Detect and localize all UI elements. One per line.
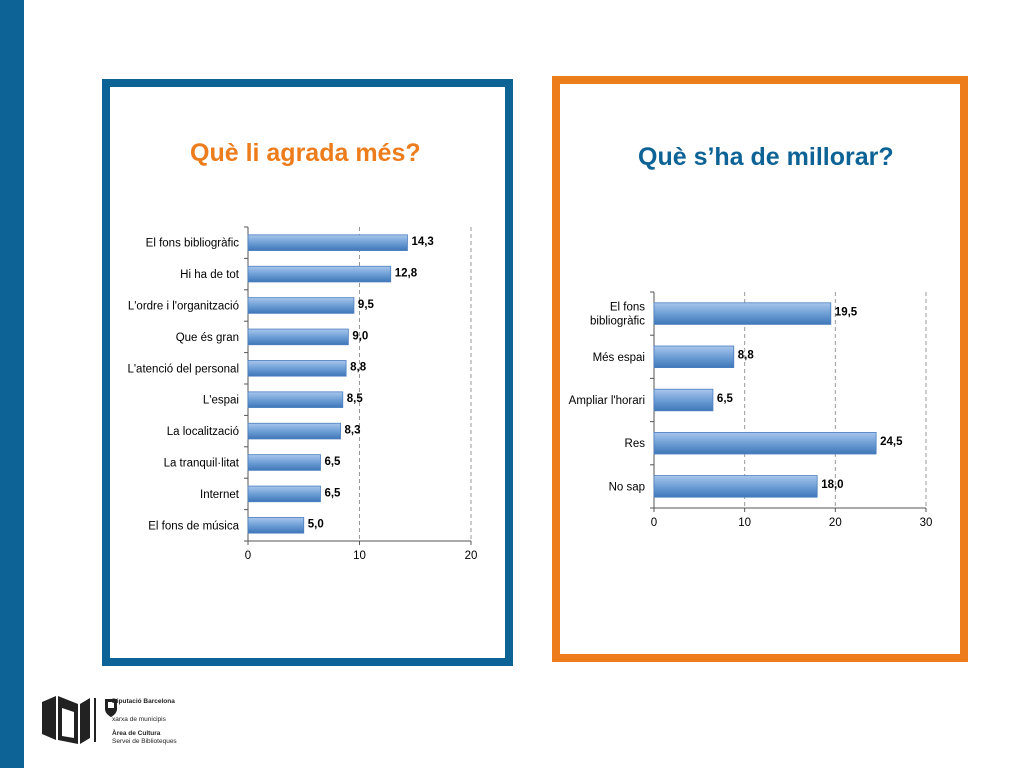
data-label: 6,5 bbox=[324, 456, 341, 468]
category-label: L'ordre i l'organització bbox=[128, 301, 239, 313]
data-label: 6,5 bbox=[324, 487, 341, 499]
data-label: 5,0 bbox=[308, 519, 324, 531]
diputacio-crest-icon bbox=[105, 699, 117, 717]
x-tick-label: 10 bbox=[353, 550, 366, 562]
bar bbox=[653, 345, 735, 369]
data-label: 12,8 bbox=[395, 268, 418, 280]
bar bbox=[247, 454, 321, 471]
category-label: bibliogràfic bbox=[590, 316, 645, 328]
bar bbox=[653, 431, 877, 455]
bar bbox=[247, 360, 347, 377]
data-label: 8,5 bbox=[347, 393, 364, 405]
category-label: El fons de música bbox=[148, 520, 239, 532]
data-label: 9,5 bbox=[358, 299, 375, 311]
category-label: La localització bbox=[167, 426, 239, 438]
x-tick-label: 0 bbox=[245, 550, 251, 562]
category-label: Hi ha de tot bbox=[180, 269, 240, 281]
data-label: 14,3 bbox=[411, 236, 433, 248]
category-label: Res bbox=[625, 438, 646, 450]
biblioteques-logo-icon bbox=[42, 696, 96, 744]
bar bbox=[247, 265, 392, 283]
footer-logos: Diputació Barcelona xarxa de municipis À… bbox=[42, 694, 202, 749]
bar bbox=[247, 328, 349, 346]
category-label: La tranquil·litat bbox=[164, 458, 240, 470]
bar bbox=[247, 234, 408, 251]
data-label: 18,0 bbox=[821, 479, 843, 491]
chart-title-improve: Què s’ha de millorar? bbox=[638, 143, 894, 171]
category-label: Internet bbox=[200, 489, 240, 501]
category-label: L'atenció del personal bbox=[127, 363, 239, 375]
diputacio-sub: xarxa de municipis bbox=[112, 716, 166, 723]
x-tick-label: 10 bbox=[738, 517, 751, 529]
bar bbox=[247, 485, 321, 503]
category-label: Ampliar l'horari bbox=[569, 395, 645, 407]
data-label: 6,5 bbox=[717, 393, 734, 405]
diputacio-name: Diputació Barcelona bbox=[112, 698, 175, 705]
category-label: Que és gran bbox=[176, 332, 239, 344]
chart-title-likes: Què li agrada més? bbox=[190, 139, 421, 167]
data-label: 8,8 bbox=[350, 362, 367, 374]
x-tick-label: 20 bbox=[465, 550, 478, 562]
bar bbox=[247, 391, 344, 408]
area-sub: Servei de Biblioteques bbox=[112, 738, 177, 745]
data-label: 24,5 bbox=[880, 436, 903, 448]
bar bbox=[653, 302, 832, 325]
data-label: 9,0 bbox=[352, 330, 368, 342]
data-label: 19,5 bbox=[835, 306, 858, 318]
left-brand-band bbox=[0, 0, 24, 768]
x-tick-label: 30 bbox=[920, 517, 933, 529]
x-tick-label: 0 bbox=[651, 517, 657, 529]
category-label: El fons bbox=[610, 302, 645, 314]
area-title: Àrea de Cultura bbox=[112, 730, 161, 737]
data-label: 8,3 bbox=[345, 425, 361, 437]
bar bbox=[247, 422, 341, 440]
category-label: El fons bibliogràfic bbox=[146, 238, 240, 250]
x-tick-label: 20 bbox=[829, 517, 842, 529]
category-label: L'espai bbox=[203, 395, 239, 407]
bar bbox=[653, 388, 714, 412]
bar bbox=[247, 517, 305, 534]
bar bbox=[653, 475, 818, 498]
category-label: Més espai bbox=[593, 352, 645, 364]
panel-improve bbox=[552, 76, 968, 662]
category-label: No sap bbox=[609, 481, 645, 493]
data-label: 8,8 bbox=[738, 350, 755, 362]
bar bbox=[247, 297, 355, 314]
